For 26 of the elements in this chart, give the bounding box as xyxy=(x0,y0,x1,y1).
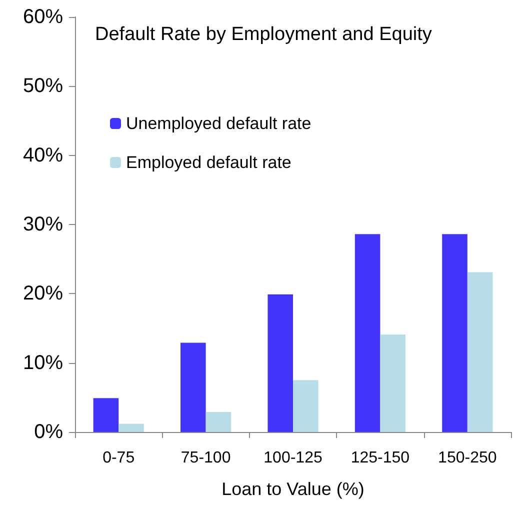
y-tick-label: 50% xyxy=(22,75,64,98)
bar xyxy=(180,342,206,432)
x-tick-label: 150-250 xyxy=(438,450,497,466)
y-tick-label: 20% xyxy=(22,282,64,305)
y-tick-label: 60% xyxy=(22,6,64,28)
y-tick-label: 0% xyxy=(34,421,64,443)
bar xyxy=(442,234,468,432)
bar xyxy=(206,412,232,432)
legend-label: Employed default rate xyxy=(126,153,292,172)
y-tick-label: 10% xyxy=(22,352,64,374)
chart-title: Default Rate by Employment and Equity xyxy=(95,24,432,45)
x-tick-label: 125-150 xyxy=(350,450,410,466)
y-tick-label: 40% xyxy=(22,144,64,166)
x-tick-label: 100-125 xyxy=(264,450,322,466)
bar xyxy=(380,334,406,432)
bar xyxy=(268,294,293,432)
legend-label: Unemployed default rate xyxy=(126,114,312,133)
bar xyxy=(293,380,318,432)
bar xyxy=(354,234,380,432)
bar xyxy=(118,424,144,432)
bar xyxy=(93,398,119,432)
bar xyxy=(467,272,493,432)
y-tick-label: 30% xyxy=(22,214,64,236)
x-tick-label: 75-100 xyxy=(180,450,231,466)
x-axis-title: Loan to Value (%) xyxy=(222,479,364,499)
x-tick-label: 0-75 xyxy=(102,450,135,466)
